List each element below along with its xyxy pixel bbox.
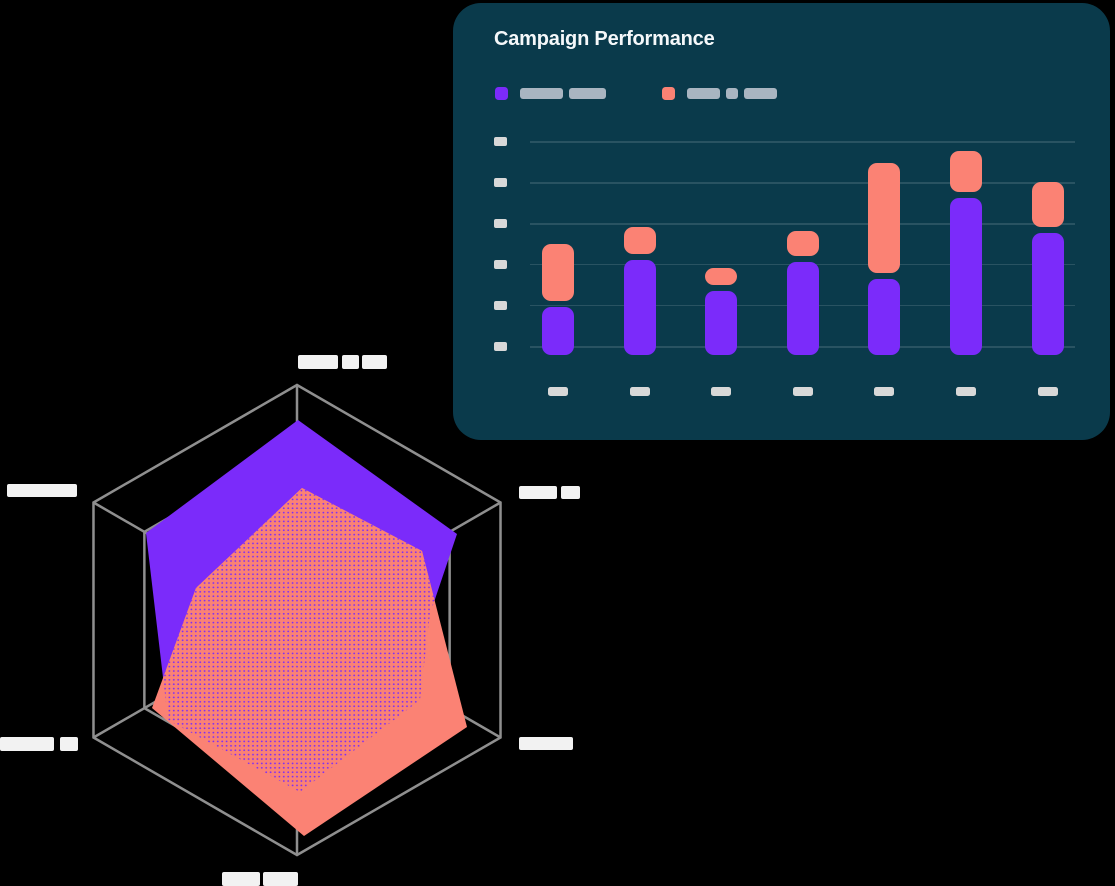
bar-purple-segment bbox=[1031, 233, 1064, 355]
legend-item-series-purple bbox=[495, 87, 612, 100]
radar-axis-label-placeholder-top bbox=[342, 355, 359, 369]
radar-axis-label-placeholder-top bbox=[362, 355, 387, 369]
y-axis-label-placeholder bbox=[494, 342, 507, 351]
x-axis-label-placeholder bbox=[630, 387, 650, 396]
x-axis-label-placeholder bbox=[956, 387, 976, 396]
radar-axis-label-placeholder-left bbox=[7, 484, 77, 497]
legend-label-placeholder bbox=[520, 88, 563, 99]
bar-purple-segment bbox=[542, 307, 574, 355]
legend-label-placeholder bbox=[744, 88, 777, 99]
gridline bbox=[530, 223, 1075, 225]
bar-purple-segment bbox=[787, 262, 819, 355]
bar-salmon-segment bbox=[787, 231, 819, 256]
x-axis-label-placeholder bbox=[874, 387, 894, 396]
bar-salmon-segment bbox=[624, 227, 656, 254]
y-axis-label-placeholder bbox=[494, 178, 507, 187]
radar-axis-label-placeholder-bottom-left bbox=[0, 737, 54, 751]
card-title: Campaign Performance bbox=[494, 28, 715, 50]
bar-salmon-segment bbox=[542, 244, 574, 301]
legend-label-placeholder bbox=[569, 88, 606, 99]
x-axis-label-placeholder bbox=[793, 387, 813, 396]
y-axis-label-placeholder bbox=[494, 259, 507, 269]
bar-salmon-segment bbox=[1031, 182, 1064, 227]
legend-item-series-salmon bbox=[662, 87, 783, 100]
radar-ring bbox=[92, 383, 502, 857]
legend-label-placeholder bbox=[687, 88, 720, 99]
radar-axis-label-placeholder-bottom-right bbox=[519, 737, 573, 750]
x-axis-label-placeholder bbox=[711, 387, 731, 396]
bar-purple-segment bbox=[624, 260, 656, 355]
radar-axis-label-placeholder-right bbox=[561, 486, 580, 499]
bar-salmon-segment bbox=[868, 163, 900, 273]
gridline bbox=[530, 182, 1075, 184]
gridline bbox=[530, 141, 1075, 143]
bar-salmon-segment bbox=[705, 268, 737, 285]
radar-axis-label-placeholder-right bbox=[519, 486, 557, 499]
x-axis-label-placeholder bbox=[1037, 387, 1058, 396]
bar-purple-segment bbox=[950, 198, 982, 355]
legend-label-placeholder bbox=[726, 88, 738, 99]
campaign-performance-card: Campaign Performance bbox=[453, 3, 1110, 440]
series-salmon-swatch-icon bbox=[662, 87, 675, 100]
radar-axis-label-placeholder-bottom-left bbox=[60, 737, 78, 751]
bar-salmon-segment bbox=[950, 151, 982, 192]
y-axis-label-placeholder bbox=[494, 219, 507, 228]
radar-axis-label-placeholder-bottom bbox=[263, 872, 298, 886]
bar-purple-segment bbox=[705, 291, 737, 355]
series-purple-swatch-icon bbox=[495, 87, 508, 100]
radar-axis-label-placeholder-top bbox=[298, 355, 338, 369]
bar-purple-segment bbox=[868, 279, 900, 355]
y-axis-label-placeholder bbox=[494, 300, 507, 310]
x-axis-label-placeholder bbox=[548, 387, 568, 396]
radar-axis-label-placeholder-bottom bbox=[222, 872, 260, 886]
y-axis-label-placeholder bbox=[494, 137, 507, 146]
